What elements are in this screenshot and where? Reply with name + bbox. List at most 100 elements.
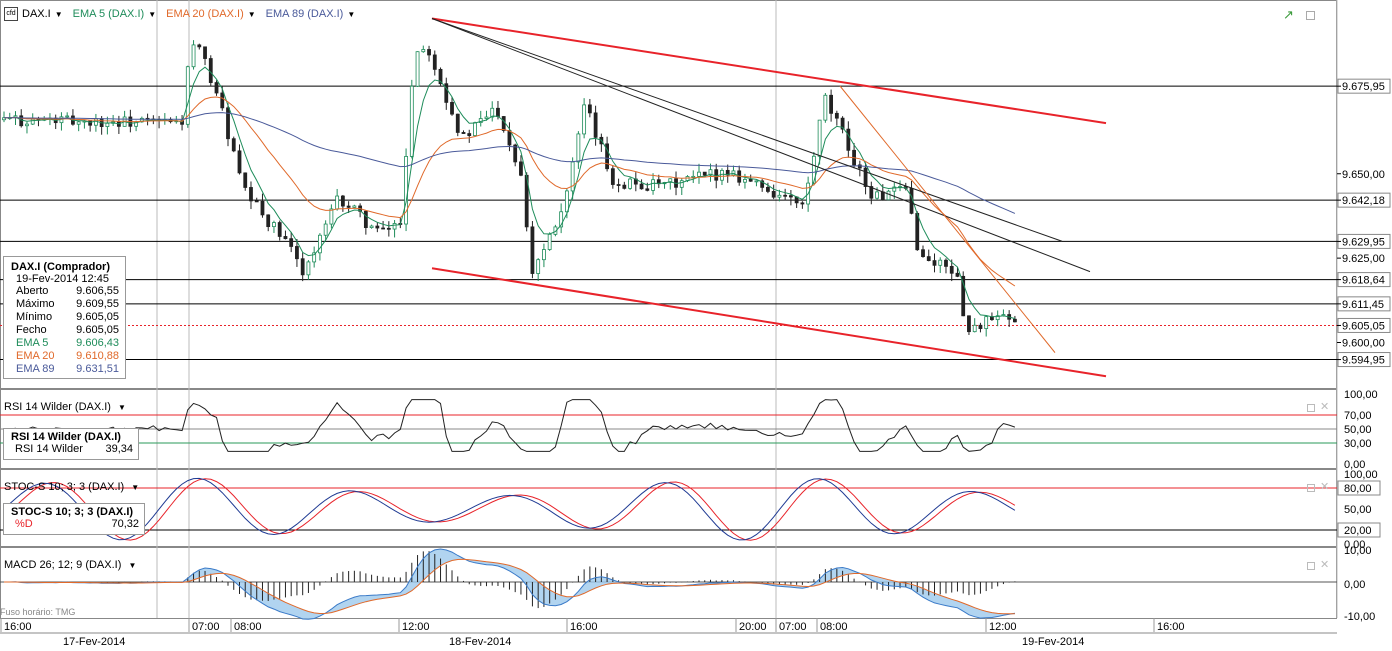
stoch-box-value: 70,32 bbox=[111, 518, 139, 530]
chevron-down-icon[interactable]: ▼ bbox=[128, 561, 137, 570]
candle-body bbox=[88, 120, 93, 126]
ema5-selector[interactable]: EMA 5 (DAX.I) bbox=[72, 8, 145, 20]
candle-body bbox=[869, 186, 874, 199]
rsi-axis-label: 70,00 bbox=[1344, 410, 1372, 422]
candle-body bbox=[748, 179, 753, 182]
panel-frame bbox=[0, 0, 1337, 389]
candle-body bbox=[967, 315, 971, 333]
info-row: Mínimo 9.605,05 bbox=[16, 311, 119, 324]
candle-body bbox=[697, 171, 701, 177]
candle-body bbox=[375, 225, 380, 229]
price-tick-label: 9.618,64 bbox=[1342, 275, 1385, 287]
info-row-label: EMA 20 bbox=[16, 350, 55, 362]
candle-body bbox=[834, 112, 839, 119]
panel-frame bbox=[0, 547, 1337, 619]
stoch-d-line bbox=[3, 478, 1016, 541]
rsi-close-icon[interactable]: ✕ bbox=[1320, 401, 1330, 413]
time-label: 16:00 bbox=[1157, 621, 1185, 633]
info-row-label: EMA 89 bbox=[16, 363, 55, 375]
candle-body bbox=[880, 191, 885, 201]
info-row-value: 9.610,88 bbox=[76, 350, 119, 362]
macd-close-icon[interactable]: ✕ bbox=[1320, 559, 1330, 571]
timezone-label: Fuso horário: TMG bbox=[0, 607, 76, 617]
stoch-axis-label: 80,00 bbox=[1344, 483, 1372, 495]
price-tick-label: 9.594,95 bbox=[1342, 355, 1385, 367]
candle-body bbox=[363, 210, 368, 228]
instrument-icon[interactable]: cfd bbox=[4, 7, 18, 21]
rsi-box-value: 39,34 bbox=[105, 443, 133, 455]
candle-body bbox=[203, 46, 207, 59]
candle-body bbox=[628, 178, 632, 189]
ema20-line bbox=[4, 96, 1016, 287]
time-label: 20:00 bbox=[739, 621, 767, 633]
candle-body bbox=[226, 107, 230, 140]
chevron-down-icon[interactable]: ▼ bbox=[54, 9, 63, 19]
rsi-header[interactable]: RSI 14 Wilder (DAX.I) ▼ bbox=[4, 401, 126, 413]
candle-body bbox=[461, 132, 466, 134]
candle-body bbox=[266, 214, 271, 228]
candle-body bbox=[559, 211, 564, 228]
instrument-selector[interactable]: DAX.I bbox=[22, 8, 51, 20]
chevron-down-icon[interactable]: ▼ bbox=[148, 9, 157, 19]
stoch-axis-box bbox=[1337, 522, 1381, 538]
candle-body bbox=[231, 138, 236, 152]
stoch-title[interactable]: STOC-S 10; 3; 3 (DAX.I) bbox=[4, 481, 125, 493]
rsi-title[interactable]: RSI 14 Wilder (DAX.I) bbox=[4, 401, 111, 413]
ema20-selector[interactable]: EMA 20 (DAX.I) bbox=[166, 8, 244, 20]
rsi-axis-label: 0,00 bbox=[1344, 459, 1365, 471]
stoch-k-line bbox=[3, 477, 1016, 541]
candle-body bbox=[576, 133, 581, 163]
candle-body bbox=[777, 194, 782, 198]
candle-body bbox=[65, 115, 70, 118]
chevron-down-icon[interactable]: ▼ bbox=[118, 403, 126, 412]
stoch-header[interactable]: STOC-S 10; 3; 3 (DAX.I) ▼ bbox=[4, 481, 139, 493]
time-label: 12:00 bbox=[989, 621, 1017, 633]
candle-body bbox=[702, 171, 707, 176]
trend-arrow-icon[interactable]: ↗ bbox=[1283, 7, 1294, 22]
info-row-value: 9.606,55 bbox=[76, 285, 119, 297]
macd-axis-label: -10,00 bbox=[1344, 611, 1375, 623]
info-row-label: Máximo bbox=[16, 298, 55, 310]
candle-body bbox=[306, 261, 311, 276]
stoch-maximize-icon[interactable] bbox=[1307, 484, 1315, 492]
macd-maximize-icon[interactable] bbox=[1307, 562, 1315, 570]
price-tick-label: 9.600,00 bbox=[1342, 338, 1385, 350]
info-row-label: Aberto bbox=[16, 285, 49, 297]
price-tick-label: 9.625,00 bbox=[1342, 253, 1385, 265]
macd-header[interactable]: MACD 26; 12; 9 (DAX.I) ▼ bbox=[4, 559, 136, 571]
candle-body bbox=[450, 101, 454, 115]
candle-body bbox=[283, 236, 288, 240]
rsi-axis-label: 30,00 bbox=[1344, 438, 1372, 450]
candle-body bbox=[30, 118, 35, 125]
candle-body bbox=[312, 252, 317, 263]
macd-title[interactable]: MACD 26; 12; 9 (DAX.I) bbox=[4, 559, 122, 571]
candle-body bbox=[668, 178, 673, 183]
candle-body bbox=[921, 249, 925, 257]
maximize-icon[interactable] bbox=[1306, 11, 1315, 20]
chevron-down-icon[interactable]: ▼ bbox=[131, 483, 140, 492]
candle-body bbox=[651, 179, 655, 191]
info-row: Aberto 9.606,55 bbox=[16, 285, 119, 298]
candle-body bbox=[915, 212, 920, 251]
candle-body bbox=[295, 246, 299, 260]
ema89-line bbox=[4, 112, 1016, 214]
candle-body bbox=[754, 180, 759, 183]
candle-body bbox=[605, 143, 609, 170]
info-row-value: 9.605,05 bbox=[76, 324, 119, 336]
candle-body bbox=[237, 150, 242, 174]
candle-body bbox=[139, 117, 144, 123]
chevron-down-icon[interactable]: ▼ bbox=[247, 9, 256, 19]
ema89-selector[interactable]: EMA 89 (DAX.I) bbox=[265, 8, 344, 20]
candle-body bbox=[788, 195, 793, 198]
candle-body bbox=[783, 194, 788, 197]
rsi-maximize-icon[interactable] bbox=[1307, 404, 1315, 412]
stoch-close-icon[interactable]: ✕ bbox=[1320, 481, 1330, 493]
chevron-down-icon[interactable]: ▼ bbox=[347, 9, 356, 19]
candle-body bbox=[421, 49, 426, 53]
candle-body bbox=[105, 122, 110, 127]
candle-body bbox=[582, 104, 587, 135]
candle-body bbox=[875, 191, 879, 199]
candle-body bbox=[415, 51, 420, 87]
rsi-line bbox=[3, 399, 1016, 452]
candle-body bbox=[720, 169, 724, 181]
